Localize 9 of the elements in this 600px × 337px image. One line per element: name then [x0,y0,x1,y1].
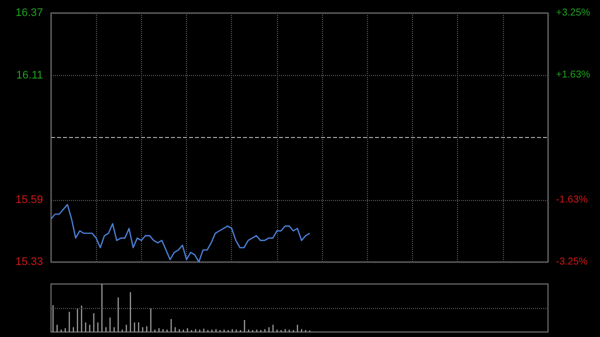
y-tick-label: 15.59 [15,194,43,206]
y-tick-label: 15.33 [15,256,43,268]
y2-tick-label: -1.63% [556,194,588,206]
y-tick-label: 16.37 [15,7,43,19]
y2-tick-label: +1.63% [556,70,590,81]
y2-tick-label: +3.25% [556,8,590,18]
line-series [50,204,310,263]
y2-tick-label: -3.25% [556,256,588,268]
y-tick-label: 16.11 [16,69,43,82]
